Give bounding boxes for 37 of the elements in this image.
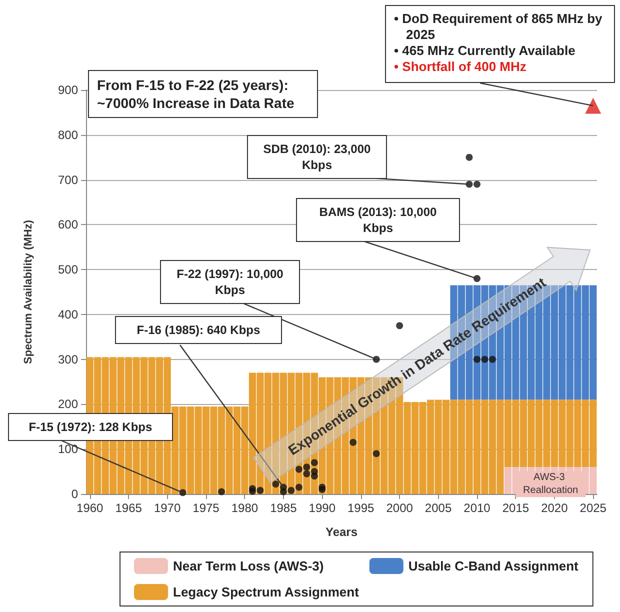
callout-box: F-15 (1972): 128 Kbps [8, 413, 173, 441]
legend-label: Legacy Spectrum Assignment [173, 584, 360, 600]
y-tick-label: 100 [58, 442, 78, 456]
x-tick-label: 1970 [154, 501, 181, 515]
x-tick-label: 1995 [348, 501, 375, 515]
y-tick-label: 600 [58, 218, 78, 232]
x-tick-label: 1975 [192, 501, 220, 515]
y-tick-label: 900 [58, 83, 78, 97]
y-tick-label: 500 [58, 262, 78, 277]
x-tick-label: 2015 [502, 501, 530, 515]
x-tick-label: 1985 [270, 501, 298, 515]
y-tick-label: 700 [58, 172, 78, 187]
legend-label: Usable C-Band Assignment [408, 558, 580, 574]
x-tick-label: 1980 [231, 501, 258, 515]
x-tick-label: 2000 [386, 501, 414, 515]
annotation: • DoD Requirement of 865 MHz by 2025 • 465 MHz Currently Available • Shortfall of 400 MHz [394, 11, 604, 75]
x-tick-label: 2020 [541, 501, 568, 515]
x-axis-title: Years [325, 525, 358, 539]
callout-box: F-16 (1985): 640 Kbps [115, 316, 282, 344]
callout-box: From F-15 to F-22 (25 years): ~7000% Increase in Data Rate [88, 70, 318, 118]
callout-box: SDB (2010): 23,000 Kbps [247, 135, 387, 179]
y-tick-label: 200 [58, 397, 78, 412]
legend-label: Near Term Loss (AWS-3) [173, 558, 324, 574]
x-tick-label: 2025 [580, 501, 607, 515]
x-tick-label: 2005 [424, 501, 452, 515]
y-tick-label: 800 [58, 128, 78, 142]
y-axis-title: Spectrum Availability (MHz) [22, 220, 34, 364]
y-tick-label: 400 [58, 307, 78, 322]
x-tick-label: 1965 [115, 501, 142, 515]
y-tick-label: 300 [58, 352, 78, 366]
callout-box: BAMS (2013): 10,000 Kbps [296, 198, 460, 242]
x-tick-label: 1960 [76, 501, 104, 515]
callout-box: F-22 (1997): 10,000 Kbps [160, 260, 300, 304]
callout-box: • DoD Requirement of 865 MHz by 2025 • 465 MHz Currently Available • Shortfall of 400 MHz [385, 5, 615, 83]
x-tick-label: 2010 [464, 501, 491, 515]
y-tick-label: 0 [71, 487, 78, 501]
x-tick-label: 1990 [308, 501, 336, 515]
